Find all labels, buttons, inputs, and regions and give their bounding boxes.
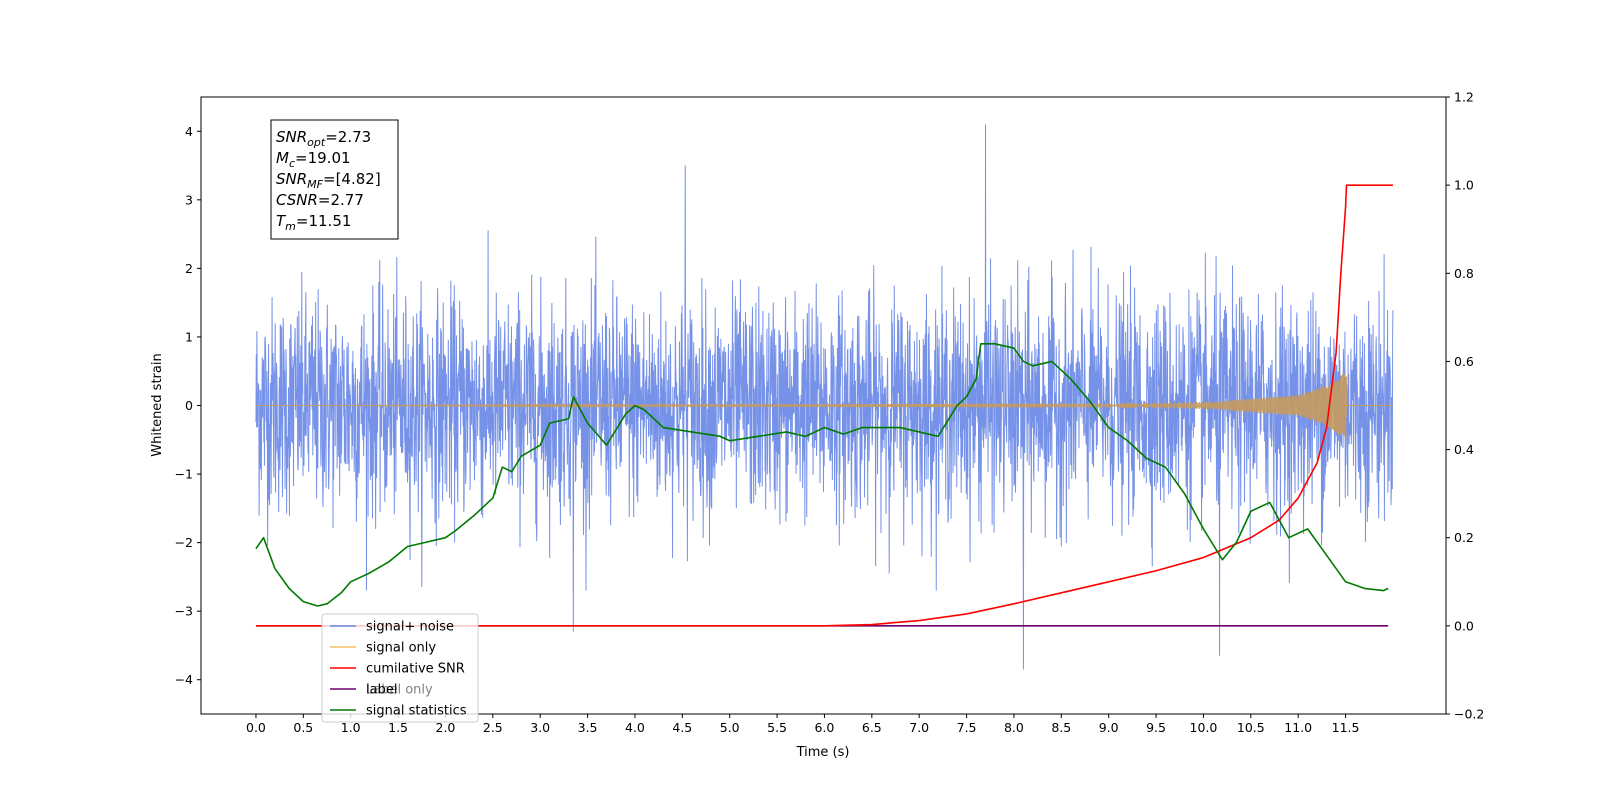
annotation-line: SNRopt=2.73 bbox=[276, 128, 371, 149]
x-tick-label: 6.5 bbox=[862, 720, 882, 735]
series-layer bbox=[255, 124, 1394, 670]
y-tick-label: 4 bbox=[185, 124, 193, 139]
legend-entry: signal+ noise bbox=[366, 620, 454, 635]
x-tick-label: 4.5 bbox=[672, 720, 692, 735]
y2-tick-label: 0.8 bbox=[1454, 266, 1474, 281]
legend-entry-hidden: Label only bbox=[366, 683, 433, 698]
y-tick-label: 1 bbox=[185, 329, 193, 344]
x-tick-label: 2.5 bbox=[483, 720, 503, 735]
y2-tick-label: 0.6 bbox=[1454, 354, 1474, 369]
annotation-box: SNRopt=2.73Mc=19.01SNRMF=[4.82]CSNR=2.77… bbox=[270, 119, 399, 240]
x-tick-label: 11.0 bbox=[1284, 720, 1312, 735]
y2-tick-label: 0.4 bbox=[1454, 442, 1474, 457]
y-tick-label: −2 bbox=[175, 535, 193, 550]
x-tick-label: 3.5 bbox=[578, 720, 598, 735]
x-tick-label: 5.5 bbox=[767, 720, 787, 735]
legend-frame bbox=[321, 613, 479, 723]
legend-entry: signal only bbox=[366, 641, 436, 656]
y2-tick-label: 0.0 bbox=[1454, 618, 1474, 633]
x-axis-label: Time (s) bbox=[796, 745, 850, 760]
y-tick-label: −1 bbox=[175, 467, 193, 482]
x-tick-label: 0.0 bbox=[246, 720, 266, 735]
x-tick-label: 0.5 bbox=[293, 720, 313, 735]
x-tick-label: 7.0 bbox=[909, 720, 929, 735]
legend: signal+ noise signal only cumilative SNR la… bbox=[321, 613, 479, 723]
x-tick-label: 9.5 bbox=[1146, 720, 1166, 735]
series-signal-noise bbox=[255, 124, 1394, 670]
legend-entry: label bbox=[366, 683, 397, 698]
x-tick-label: 2.0 bbox=[436, 720, 456, 735]
x-tick-label: 6.0 bbox=[815, 720, 835, 735]
y-tick-label: 3 bbox=[185, 192, 193, 207]
series-signal-statistics bbox=[255, 343, 1389, 607]
annotation-line: CSNR=2.77 bbox=[276, 191, 364, 209]
x-tick-label: 10.5 bbox=[1237, 720, 1265, 735]
series-signal-only bbox=[255, 373, 1348, 440]
annotation-line: Tm=11.51 bbox=[276, 212, 351, 233]
legend-entry: signal statistics bbox=[366, 704, 467, 719]
x-axis: 0.0 0.5 1.0 1.5 2.0 2.5 3.0 3.5 4.0 4.5 5.0 5.5 6.0 6… bbox=[246, 714, 1359, 735]
annotation-line: SNRMF=[4.82] bbox=[276, 170, 381, 191]
x-tick-label: 9.0 bbox=[1099, 720, 1119, 735]
x-tick-label: 8.5 bbox=[1051, 720, 1071, 735]
y2-tick-label: 1.2 bbox=[1454, 90, 1474, 105]
x-tick-label: 10.0 bbox=[1190, 720, 1218, 735]
y-axis-label: Whitened strain bbox=[150, 353, 165, 456]
legend-entry: cumilative SNR bbox=[366, 662, 465, 677]
y-tick-label: −4 bbox=[175, 672, 193, 687]
x-tick-label: 7.5 bbox=[957, 720, 977, 735]
annotation-line: Mc=19.01 bbox=[276, 149, 351, 170]
y2-tick-label: −0.2 bbox=[1454, 707, 1484, 722]
y2-tick-label: 1.0 bbox=[1454, 178, 1474, 193]
x-tick-label: 11.5 bbox=[1332, 720, 1360, 735]
y-axis-right: −0.2 0.0 0.2 0.4 0.6 0.8 1.0 1.2 bbox=[1446, 90, 1484, 722]
annotation-frame bbox=[270, 119, 399, 240]
y2-tick-label: 0.2 bbox=[1454, 530, 1474, 545]
x-tick-label: 1.5 bbox=[388, 720, 408, 735]
x-tick-label: 5.0 bbox=[720, 720, 740, 735]
y-tick-label: 0 bbox=[185, 398, 193, 413]
x-tick-label: 3.0 bbox=[530, 720, 550, 735]
series-cumulative-snr bbox=[255, 184, 1393, 627]
x-tick-label: 8.0 bbox=[1004, 720, 1024, 735]
y-tick-label: −3 bbox=[175, 604, 193, 619]
y-tick-label: 2 bbox=[185, 261, 193, 276]
x-tick-label: 1.0 bbox=[341, 720, 361, 735]
y-axis-left: −4 −3 −2 −1 0 1 2 3 4 bbox=[175, 124, 201, 687]
x-tick-label: 4.0 bbox=[625, 720, 645, 735]
